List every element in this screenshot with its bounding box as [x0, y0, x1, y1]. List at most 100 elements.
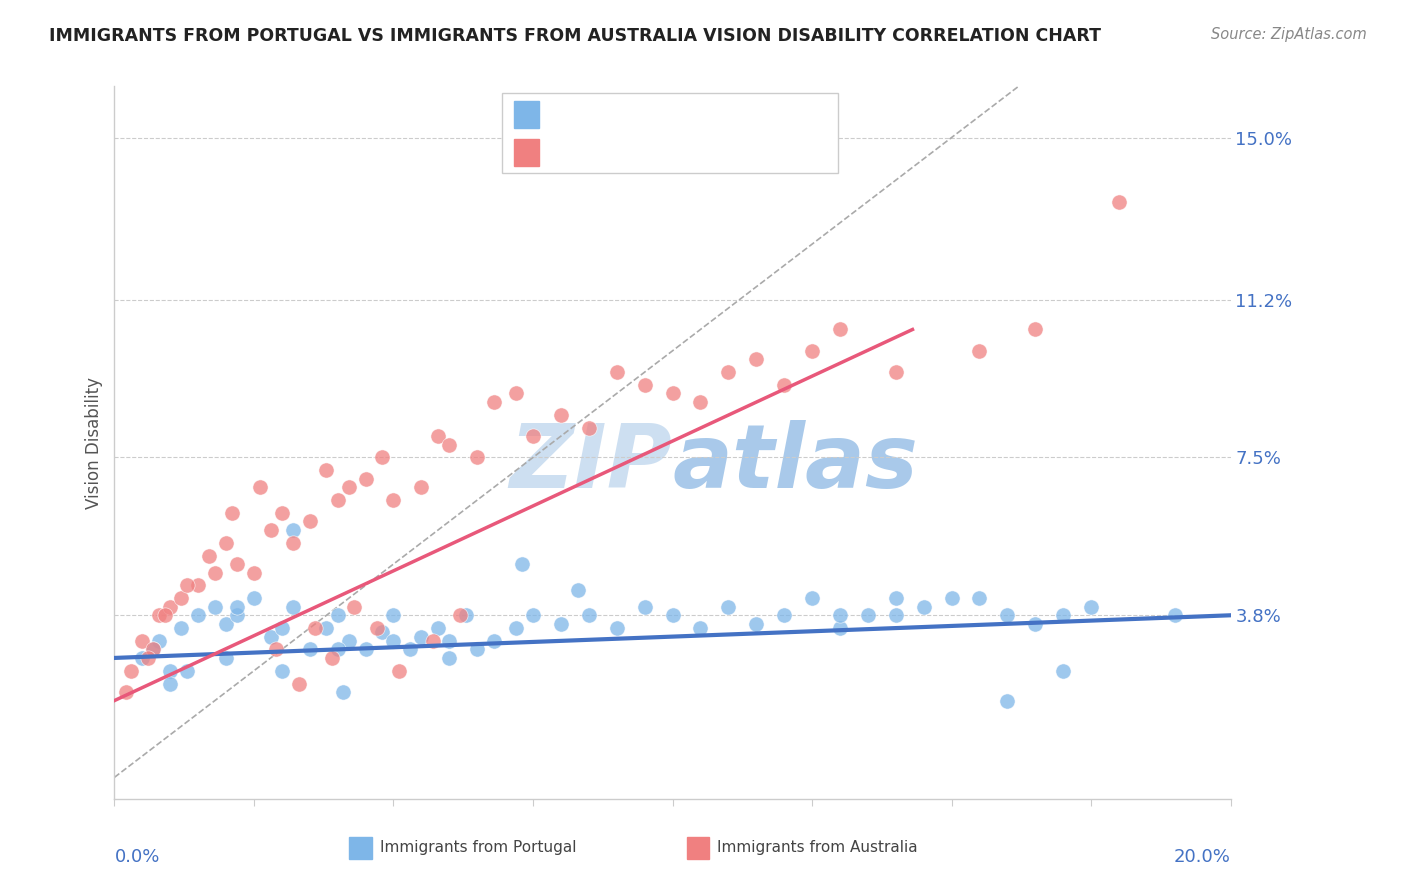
Point	[1024, 616, 1046, 631]
Point	[371, 625, 394, 640]
Text: Immigrants from Portugal: Immigrants from Portugal	[380, 840, 576, 855]
Point	[371, 450, 394, 465]
Point	[801, 343, 824, 358]
Point	[170, 621, 193, 635]
Point	[243, 566, 266, 580]
Point	[315, 621, 337, 635]
Point	[298, 642, 321, 657]
Point	[465, 642, 488, 657]
Point	[264, 642, 287, 657]
Text: ZIP: ZIP	[510, 420, 672, 508]
Point	[828, 608, 851, 623]
Point	[422, 633, 444, 648]
Point	[505, 386, 527, 401]
Point	[298, 515, 321, 529]
Point	[1164, 608, 1187, 623]
Point	[969, 343, 991, 358]
Point	[221, 506, 243, 520]
Point	[337, 480, 360, 494]
Point	[856, 608, 879, 623]
Text: N =: N =	[652, 105, 700, 123]
Point	[153, 608, 176, 623]
Point	[510, 557, 533, 571]
Point	[482, 395, 505, 409]
Text: IMMIGRANTS FROM PORTUGAL VS IMMIGRANTS FROM AUSTRALIA VISION DISABILITY CORRELAT: IMMIGRANTS FROM PORTUGAL VS IMMIGRANTS F…	[49, 27, 1101, 45]
Point	[315, 463, 337, 477]
Point	[382, 608, 405, 623]
Point	[176, 578, 198, 592]
Text: N =: N =	[652, 143, 700, 161]
Point	[159, 664, 181, 678]
Point	[142, 642, 165, 657]
Point	[332, 685, 354, 699]
Point	[170, 591, 193, 606]
Point	[131, 633, 153, 648]
Point	[204, 599, 226, 614]
Point	[148, 633, 170, 648]
Text: 0.0%: 0.0%	[114, 847, 160, 866]
Point	[411, 630, 433, 644]
Point	[270, 621, 292, 635]
Point	[304, 621, 326, 635]
Text: Source: ZipAtlas.com: Source: ZipAtlas.com	[1211, 27, 1367, 42]
Point	[270, 664, 292, 678]
Text: 0.639: 0.639	[589, 143, 643, 161]
Point	[243, 591, 266, 606]
Point	[661, 386, 683, 401]
Point	[187, 578, 209, 592]
Point	[1024, 322, 1046, 336]
Point	[633, 378, 655, 392]
Point	[439, 651, 461, 665]
Point	[522, 608, 544, 623]
Point	[399, 642, 422, 657]
Y-axis label: Vision Disability: Vision Disability	[86, 376, 103, 508]
Point	[411, 480, 433, 494]
Point	[1108, 194, 1130, 209]
Point	[326, 642, 349, 657]
Point	[270, 506, 292, 520]
Point	[287, 676, 309, 690]
Point	[148, 608, 170, 623]
Point	[578, 420, 600, 434]
Point	[689, 395, 711, 409]
Point	[215, 535, 238, 549]
Point	[176, 664, 198, 678]
Point	[969, 591, 991, 606]
Point	[941, 591, 963, 606]
Point	[1052, 608, 1074, 623]
Point	[884, 365, 907, 379]
Point	[606, 365, 628, 379]
Point	[281, 535, 304, 549]
Point	[337, 633, 360, 648]
Point	[606, 621, 628, 635]
Point	[204, 566, 226, 580]
Point	[260, 630, 283, 644]
Point	[633, 599, 655, 614]
Point	[226, 599, 249, 614]
Point	[215, 651, 238, 665]
Point	[745, 616, 768, 631]
Point	[215, 616, 238, 631]
Text: atlas: atlas	[672, 420, 918, 508]
Point	[260, 523, 283, 537]
Point	[661, 608, 683, 623]
Point	[114, 685, 136, 699]
Point	[454, 608, 477, 623]
Point	[159, 599, 181, 614]
Point	[142, 642, 165, 657]
Point	[884, 608, 907, 623]
Text: R =: R =	[547, 105, 583, 123]
Text: R =: R =	[547, 143, 583, 161]
Point	[717, 365, 740, 379]
Point	[159, 676, 181, 690]
Point	[550, 408, 572, 422]
Point	[1052, 664, 1074, 678]
Point	[198, 549, 221, 563]
Point	[343, 599, 366, 614]
Text: 66: 66	[704, 105, 728, 123]
Point	[382, 493, 405, 508]
Point	[828, 322, 851, 336]
Point	[912, 599, 935, 614]
Point	[522, 429, 544, 443]
Point	[427, 429, 450, 443]
